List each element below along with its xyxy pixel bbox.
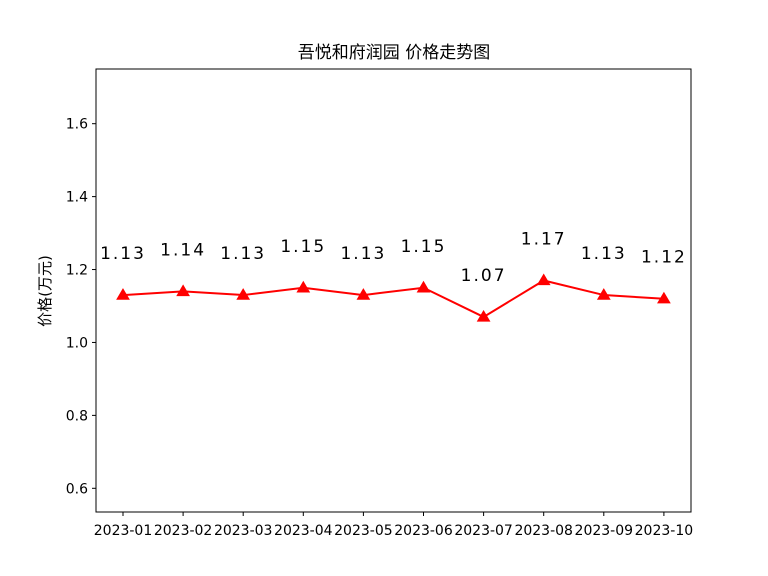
data-label: 1.15: [280, 237, 326, 257]
y-tick-label: 1.2: [66, 263, 88, 279]
x-tick-label: 2023-07: [454, 523, 513, 539]
chart-title: 吾悦和府润园 价格走势图: [298, 43, 490, 63]
data-point-marker: [536, 273, 551, 286]
data-label: 1.13: [581, 244, 627, 264]
data-label: 1.15: [401, 237, 447, 257]
data-point-marker: [596, 288, 611, 300]
x-tick-label: 2023-01: [94, 523, 153, 539]
x-tick-label: 2023-02: [154, 523, 213, 539]
price-series: [116, 273, 671, 322]
y-tick-label: 1.4: [66, 190, 88, 206]
x-axis-ticks: 2023-01 2023-02 2023-03 2023-04 2023-05 2023-…: [94, 512, 693, 539]
y-tick-label: 1.0: [66, 335, 88, 351]
data-label: 1.14: [160, 240, 206, 260]
x-tick-label: 2023-10: [635, 523, 694, 539]
data-label: 1.13: [100, 244, 146, 264]
data-label: 1.12: [641, 248, 687, 268]
y-tick-label: 0.6: [66, 481, 88, 497]
data-point-marker: [476, 309, 491, 322]
data-point-marker: [116, 288, 130, 300]
data-point-marker: [236, 288, 251, 300]
x-tick-label: 2023-05: [334, 523, 393, 539]
x-tick-label: 2023-04: [274, 523, 333, 539]
data-label: 1.13: [220, 244, 266, 264]
data-point-marker: [176, 284, 190, 297]
y-axis-ticks: 0.6 0.8 1.0 1.2 1.4 1.6: [66, 117, 96, 497]
data-label: 1.07: [461, 266, 507, 286]
x-tick-label: 2023-09: [575, 523, 634, 539]
data-labels: 1.13 1.14 1.13 1.15 1.13 1.15 1.07 1.17 1.13 1.12: [100, 229, 687, 286]
data-point-marker: [657, 291, 671, 304]
x-tick-label: 2023-08: [514, 523, 573, 539]
y-tick-label: 0.8: [66, 408, 88, 424]
data-label: 1.17: [521, 229, 567, 249]
data-point-marker: [416, 280, 431, 293]
y-tick-label: 1.6: [66, 117, 88, 133]
y-axis-label: 价格(万元): [36, 255, 54, 327]
plot-area-frame: [95, 68, 692, 513]
x-tick-label: 2023-06: [394, 523, 453, 539]
series-line: [122, 279, 664, 319]
data-label: 1.13: [340, 244, 386, 264]
data-point-marker: [296, 280, 311, 293]
x-tick-label: 2023-03: [214, 523, 273, 539]
data-point-marker: [356, 288, 371, 300]
